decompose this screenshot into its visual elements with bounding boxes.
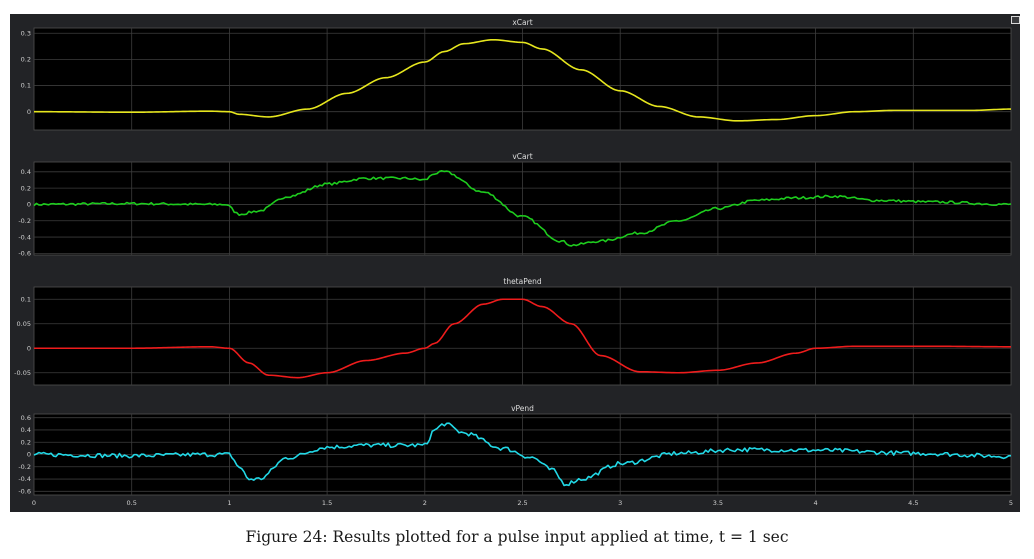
series-line-vPend — [33, 422, 1012, 487]
panel-title: vCart — [512, 152, 532, 161]
panel-title: thetaPend — [503, 277, 541, 286]
x-tick-label: 3 — [618, 499, 622, 507]
y-tick-label: 0.4 — [21, 426, 31, 434]
y-tick-label: -0.05 — [14, 369, 31, 377]
y-tick-label: 0.2 — [21, 184, 31, 192]
y-tick-label: 0 — [27, 451, 31, 459]
x-tick-label: 5 — [1009, 499, 1013, 507]
y-tick-label: 0.2 — [21, 438, 31, 446]
figure-caption: Figure 24: Results plotted for a pulse i… — [245, 528, 789, 546]
x-tick-label: 1.5 — [322, 499, 332, 507]
undock-icon[interactable] — [1011, 16, 1020, 24]
y-tick-label: 0.3 — [21, 29, 31, 37]
series-line-xCart — [34, 38, 1012, 122]
panel-vCart: 0.4 0.2 0 -0.2 -0.4 -0.6 vCart — [18, 152, 1012, 258]
x-tick-label: 0 — [32, 499, 36, 507]
y-tick-label: 0 — [27, 201, 31, 209]
x-tick-label: 0.5 — [127, 499, 137, 507]
y-tick-label: 0.4 — [21, 168, 31, 176]
x-tick-label: 2.5 — [517, 499, 527, 507]
scope-figure: 0.3 0.2 0.1 0 xCart 0.4 0.2 0 -0.2 -0.4 -0.6 vCart 0… — [10, 14, 1020, 512]
y-tick-label: -0.4 — [18, 233, 31, 241]
y-tick-label: 0 — [27, 344, 31, 352]
panel-xCart: 0.3 0.2 0.1 0 xCart — [21, 18, 1012, 131]
x-tick-label: 4 — [814, 499, 818, 507]
panel-thetaPend: 0.1 0.05 0 -0.05 thetaPend — [14, 277, 1012, 386]
panel-vPend: 0.6 0.4 0.2 0 -0.2 -0.4 -0.6 vPend — [18, 404, 1012, 496]
x-tick-label: 2 — [423, 499, 427, 507]
panel-title: vPend — [511, 404, 534, 413]
series-line-thetaPend — [34, 298, 1011, 379]
y-tick-label: 0.05 — [17, 320, 31, 328]
x-tick-label: 3.5 — [713, 499, 723, 507]
x-tick-label: 1 — [227, 499, 231, 507]
y-tick-label: -0.6 — [18, 488, 31, 496]
series-line-vCart — [33, 170, 1012, 247]
x-tick-label: 4.5 — [908, 499, 918, 507]
y-tick-label: -0.2 — [18, 463, 31, 471]
scope-plots: 0.30.20.10xCart0.40.20-0.2-0.4-0.6vCart0… — [14, 18, 1013, 507]
y-tick-label: 0.1 — [21, 295, 31, 303]
y-tick-label: -0.4 — [18, 475, 31, 483]
y-tick-label: -0.2 — [18, 217, 31, 225]
y-tick-label: 0.1 — [21, 82, 31, 90]
y-tick-label: 0.2 — [21, 56, 31, 64]
y-tick-label: -0.6 — [18, 250, 31, 258]
panel-title: xCart — [512, 18, 532, 27]
y-tick-label: 0 — [27, 108, 31, 116]
y-tick-label: 0.6 — [21, 414, 31, 422]
